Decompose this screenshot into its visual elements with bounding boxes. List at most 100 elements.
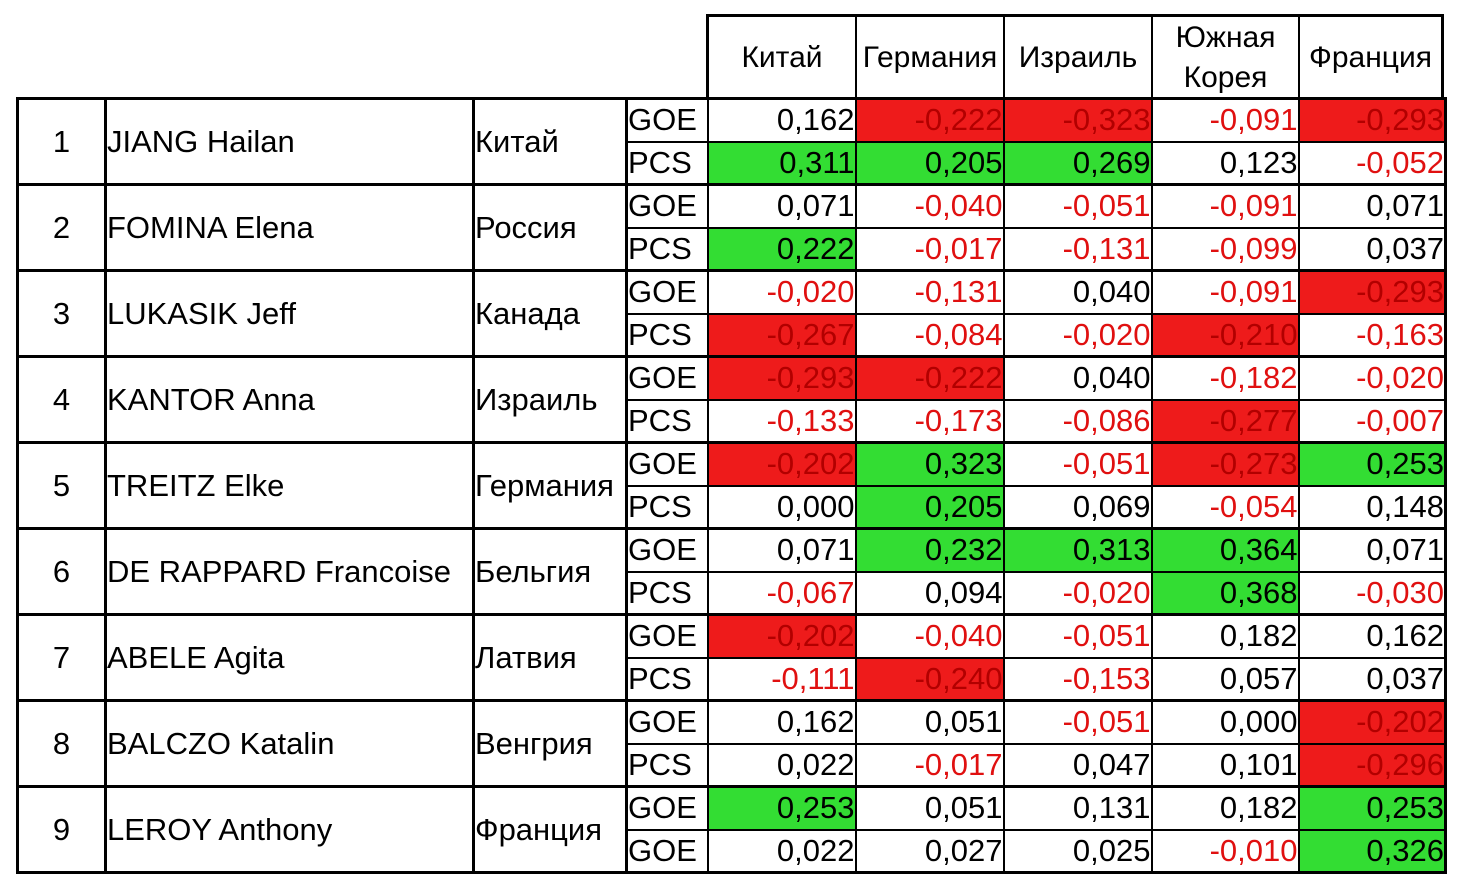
score-cell: -0,091: [1150, 183, 1300, 229]
score-kind: GOE: [625, 785, 709, 831]
score-cell: -0,091: [1150, 97, 1300, 143]
score-cell: -0,202: [706, 441, 857, 487]
judge-name: TREITZ Elke: [104, 441, 475, 530]
score-cell: -0,153: [1002, 656, 1153, 702]
score-cell: -0,323: [1002, 97, 1153, 143]
table-row: PCS -0,067 0,094 -0,020 0,368 -0,030: [18, 570, 1447, 616]
score-cell: 0,040: [1002, 355, 1153, 401]
score-cell: 0,071: [706, 183, 857, 229]
judge-name: ABELE Agita: [104, 613, 475, 702]
score-cell: 0,040: [1002, 269, 1153, 315]
score-cell: -0,040: [854, 183, 1005, 229]
score-cell: -0,007: [1297, 398, 1447, 444]
score-cell: -0,131: [1002, 226, 1153, 272]
score-kind: GOE: [625, 269, 709, 315]
score-cell: -0,091: [1150, 269, 1300, 315]
score-cell: -0,020: [1002, 570, 1153, 616]
score-kind: GOE: [625, 699, 709, 745]
score-cell: 0,037: [1297, 656, 1447, 702]
row-number: 2: [16, 183, 107, 272]
judge-country: Бельгия: [472, 527, 628, 616]
judge-name: LEROY Anthony: [104, 785, 475, 874]
score-kind: GOE: [625, 613, 709, 659]
header-china: Китай: [709, 17, 857, 98]
score-cell: -0,163: [1297, 312, 1447, 358]
judge-name: KANTOR Anna: [104, 355, 475, 444]
score-cell: 0,232: [854, 527, 1005, 573]
score-cell: 0,326: [1297, 828, 1447, 874]
row-number: 9: [16, 785, 107, 874]
score-cell: 0,025: [1002, 828, 1153, 874]
score-cell: 0,162: [706, 97, 857, 143]
judge-country: Израиль: [472, 355, 628, 444]
score-cell: 0,071: [1297, 527, 1447, 573]
judge-name: LUKASIK Jeff: [104, 269, 475, 358]
score-cell: 0,047: [1002, 742, 1153, 788]
table-row: 9 LEROY Anthony Франция GOE 0,253 0,051 0,131 0…: [16, 785, 1447, 874]
table-row: 4 KANTOR Anna Израиль GOE -0,293 -0,222 0,040-…: [16, 355, 1447, 444]
score-kind: PCS: [625, 742, 709, 788]
header-label: Китай: [741, 40, 823, 74]
row-number: 4: [16, 355, 107, 444]
scores-table: 1 JIANG Hailan Китай GOE 0,162 -0,222 -0,323 -0…: [16, 97, 1447, 874]
table-row: 3 LUKASIK Jeff Канада GOE -0,020 -0,131 0,040-…: [16, 269, 1447, 358]
row-number: 7: [16, 613, 107, 702]
score-cell: 0,022: [706, 828, 857, 874]
score-cell: -0,277: [1150, 398, 1300, 444]
score-cell: -0,051: [1002, 441, 1153, 487]
table-row: PCS 0,311 0,205 0,269 0,123 -0,052: [18, 140, 1447, 186]
judge-country: Канада: [472, 269, 628, 358]
table-row: GOE 0,022 0,027 0,025 -0,010 0,326: [18, 828, 1447, 874]
header-label: Германия: [862, 40, 998, 74]
score-cell: 0,162: [706, 699, 857, 745]
score-cell: -0,020: [1297, 355, 1447, 401]
table-row: PCS -0,111 -0,240 -0,153 0,057 0,037: [18, 656, 1447, 702]
score-cell: 0,071: [706, 527, 857, 573]
score-cell: -0,222: [854, 355, 1005, 401]
judge-country: Венгрия: [472, 699, 628, 788]
score-kind: PCS: [625, 140, 709, 186]
score-cell: -0,051: [1002, 183, 1153, 229]
header-label: Южная Корея: [1175, 20, 1276, 94]
score-cell: 0,000: [706, 484, 857, 530]
score-cell: 0,182: [1150, 785, 1300, 831]
score-cell: -0,182: [1150, 355, 1300, 401]
score-cell: -0,052: [1297, 140, 1447, 186]
score-cell: -0,273: [1150, 441, 1300, 487]
row-number: 5: [16, 441, 107, 530]
row-number: 1: [16, 97, 107, 186]
judge-name: BALCZO Katalin: [104, 699, 475, 788]
judge-country: Франция: [472, 785, 628, 874]
score-cell: -0,051: [1002, 613, 1153, 659]
score-cell: 0,323: [854, 441, 1005, 487]
score-cell: -0,084: [854, 312, 1005, 358]
score-cell: -0,240: [854, 656, 1005, 702]
score-kind: PCS: [625, 570, 709, 616]
score-cell: 0,368: [1150, 570, 1300, 616]
score-kind: GOE: [625, 828, 709, 874]
score-cell: 0,101: [1150, 742, 1300, 788]
score-cell: -0,296: [1297, 742, 1447, 788]
table-row: 8 BALCZO Katalin Венгрия GOE 0,162 0,051 -0,05…: [16, 699, 1447, 788]
score-cell: -0,111: [706, 656, 857, 702]
score-cell: -0,086: [1002, 398, 1153, 444]
score-cell: 0,253: [1297, 785, 1447, 831]
score-kind: PCS: [625, 656, 709, 702]
score-cell: 0,364: [1150, 527, 1300, 573]
score-cell: -0,067: [706, 570, 857, 616]
table-row: 1 JIANG Hailan Китай GOE 0,162 -0,222 -0,323 -0…: [16, 97, 1447, 186]
header-label: Израиль: [1018, 40, 1138, 74]
column-header-row: Китай Германия Израиль Южная Корея Франц…: [706, 14, 1444, 98]
score-cell: 0,131: [1002, 785, 1153, 831]
score-cell: 0,071: [1297, 183, 1447, 229]
score-cell: 0,051: [854, 699, 1005, 745]
score-cell: -0,222: [854, 97, 1005, 143]
table-row: PCS 0,022 -0,017 0,047 0,101 -0,296: [18, 742, 1447, 788]
score-cell: -0,202: [1297, 699, 1447, 745]
score-cell: 0,253: [1297, 441, 1447, 487]
score-cell: 0,094: [854, 570, 1005, 616]
score-cell: -0,293: [706, 355, 857, 401]
score-cell: 0,037: [1297, 226, 1447, 272]
judge-name: JIANG Hailan: [104, 97, 475, 186]
